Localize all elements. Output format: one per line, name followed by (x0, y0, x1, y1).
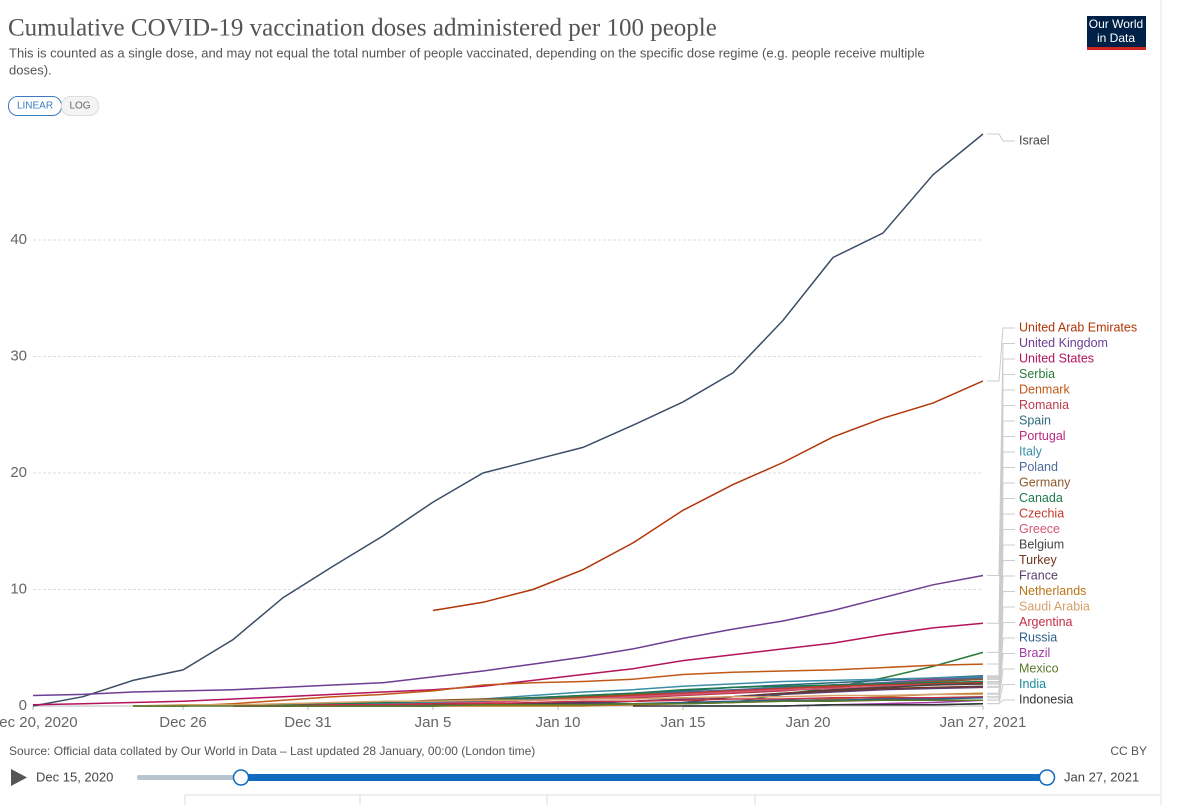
label-connector (987, 133, 1015, 142)
series-label: Russia (1019, 630, 1057, 644)
license: CC BY (1110, 744, 1147, 758)
line (32, 574, 984, 697)
y-tick-label: 30 (10, 347, 27, 364)
play-button[interactable] (11, 769, 27, 786)
line (133, 680, 984, 707)
line (233, 695, 984, 707)
label-connector (987, 699, 1015, 705)
series-label: Spain (1019, 413, 1051, 427)
series-label: Turkey (1019, 553, 1057, 567)
timeline-handle[interactable] (232, 769, 250, 786)
series-label: Argentina (1019, 615, 1073, 629)
y-tick-label: 0 (19, 697, 27, 714)
x-tick-label: Dec 20, 2020 (0, 714, 78, 731)
series-label: India (1019, 677, 1046, 691)
logo[interactable] (1087, 16, 1146, 50)
timeline-track (137, 775, 241, 780)
source: Source: Official data collated by Our Wo… (9, 744, 535, 758)
line (132, 693, 983, 707)
line (182, 663, 984, 707)
timeline-handle[interactable] (1038, 769, 1056, 786)
button-label: LOG (69, 101, 90, 112)
timeline-range (241, 774, 1047, 781)
series-label: Czechia (1019, 506, 1064, 520)
y-tick-label: 20 (10, 464, 27, 481)
x-tick-label: Dec 26 (159, 714, 207, 731)
series-label: United Arab Emirates (1019, 320, 1137, 334)
x-tick-label: Dec 31 (284, 714, 332, 731)
series-label: Mexico (1019, 661, 1059, 675)
series-label: Indonesia (1019, 692, 1073, 706)
label-connector (987, 622, 1015, 698)
x-tick-label: Jan 20 (785, 714, 830, 731)
label-connector (987, 637, 1015, 699)
series-label: Netherlands (1019, 584, 1086, 598)
series-label: United States (1019, 351, 1094, 365)
series-label: Romania (1019, 398, 1069, 412)
tab-strip (184, 794, 1160, 805)
series-label: Brazil (1019, 646, 1050, 660)
x-tick-label: Jan 15 (660, 714, 705, 731)
y-tick-label: 10 (10, 580, 27, 597)
label-connector (987, 668, 1015, 701)
series-label: Saudi Arabia (1019, 599, 1090, 613)
x-tick-label: Jan 5 (415, 714, 452, 731)
series-label: Poland (1019, 460, 1058, 474)
timeline-start: Dec 15, 2020 (36, 769, 113, 784)
x-tick-label: Jan 10 (535, 714, 580, 731)
line (133, 699, 983, 707)
y-tick-label: 40 (10, 231, 27, 248)
series-label: Serbia (1019, 367, 1055, 381)
chart-title: Cumulative COVID-19 vaccination doses ad… (8, 15, 717, 42)
series-label: Belgium (1019, 537, 1064, 551)
timeline-end: Jan 27, 2021 (1064, 769, 1139, 784)
button-label: LINEAR (17, 101, 53, 112)
series-label: Greece (1019, 522, 1060, 536)
series-label: Italy (1019, 444, 1043, 458)
line (432, 380, 984, 612)
series-label: United Kingdom (1019, 336, 1108, 350)
log-button[interactable] (61, 96, 99, 116)
x-tick-label: Jan 27, 2021 (940, 714, 1027, 731)
label-connector (987, 327, 1015, 382)
subtitle: This is counted as a single dose, and ma… (9, 45, 925, 60)
series-label: Denmark (1019, 382, 1070, 396)
subtitle: doses). (9, 62, 52, 77)
line (32, 622, 984, 706)
line (32, 133, 984, 707)
series-label: Israel (1019, 133, 1050, 147)
logo-text: Our World (1089, 17, 1143, 31)
series-label: Canada (1019, 491, 1063, 505)
series-label: France (1019, 568, 1058, 582)
logo-text: in Data (1097, 31, 1135, 45)
series-label: Germany (1019, 475, 1071, 489)
logo-bar (1087, 47, 1146, 50)
series-label: Portugal (1019, 429, 1066, 443)
line (633, 702, 984, 707)
